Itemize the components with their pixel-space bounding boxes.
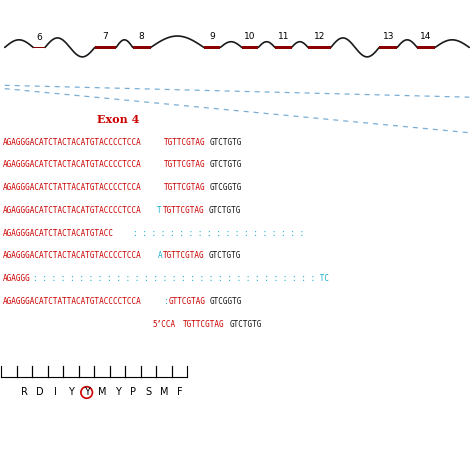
Text: : : : : : : : : : : : : : : : : : : :: : : : : : : : : : : : : : : : : : : : xyxy=(133,229,304,237)
Bar xyxy=(133,46,151,49)
Text: R: R xyxy=(21,387,28,398)
Text: D: D xyxy=(36,387,44,398)
Text: AGAGGGACATCTACTACATGTACC: AGAGGGACATCTACTACATGTACC xyxy=(2,229,113,237)
Text: Y: Y xyxy=(115,387,120,398)
Text: : : : : : : : : : : : : : : : : : : : : : : : : : : : : : : : TC: : : : : : : : : : : : : : : : : : : : : … xyxy=(33,274,329,283)
Text: 6: 6 xyxy=(36,33,42,42)
Bar xyxy=(242,46,258,49)
Text: GTCGGTG: GTCGGTG xyxy=(210,297,242,306)
Text: TGTTCGTAG: TGTTCGTAG xyxy=(164,161,205,169)
Text: 7: 7 xyxy=(102,32,109,41)
Bar xyxy=(308,46,331,49)
Text: AGAGGGACATCTATTACATGTACCCCTCCA: AGAGGGACATCTATTACATGTACCCCTCCA xyxy=(2,183,141,192)
Text: TGTTCGTAG: TGTTCGTAG xyxy=(183,320,225,328)
Text: AGAGGGACATCTACTACATGTACCCCTCCA: AGAGGGACATCTACTACATGTACCCCTCCA xyxy=(2,206,141,215)
Bar xyxy=(379,46,397,49)
Text: Y: Y xyxy=(68,387,74,398)
Text: 9: 9 xyxy=(209,32,215,41)
Text: 10: 10 xyxy=(244,32,256,41)
Text: GTCTGTG: GTCTGTG xyxy=(230,320,262,328)
Bar xyxy=(204,46,220,49)
Bar xyxy=(95,46,116,49)
Text: GTCTGTG: GTCTGTG xyxy=(209,206,241,215)
Text: 12: 12 xyxy=(314,32,325,41)
Text: 14: 14 xyxy=(420,32,432,41)
Text: T: T xyxy=(157,206,162,215)
Text: AGAGGGACATCTACTACATGTACCCCTCCA: AGAGGGACATCTACTACATGTACCCCTCCA xyxy=(2,161,141,169)
Text: GTCTGTG: GTCTGTG xyxy=(209,252,241,260)
Text: 8: 8 xyxy=(139,32,145,41)
Text: 11: 11 xyxy=(277,32,289,41)
Text: 5’CCA: 5’CCA xyxy=(152,320,175,328)
Text: M: M xyxy=(98,387,107,398)
Text: M: M xyxy=(160,387,168,398)
Bar xyxy=(417,46,435,49)
Text: I: I xyxy=(54,387,57,398)
Text: GTTCGTAG: GTTCGTAG xyxy=(169,297,206,306)
Text: S: S xyxy=(146,387,152,398)
Text: TGTTCGTAG: TGTTCGTAG xyxy=(163,206,204,215)
Text: AGAGGG: AGAGGG xyxy=(2,274,30,283)
Text: A: A xyxy=(157,252,162,260)
Bar xyxy=(33,46,45,48)
Text: TGTTCGTAG: TGTTCGTAG xyxy=(164,183,205,192)
Text: AGAGGGACATCTACTACATGTACCCCTCCA: AGAGGGACATCTACTACATGTACCCCTCCA xyxy=(2,252,141,260)
Text: F: F xyxy=(177,387,182,398)
Bar xyxy=(275,46,292,49)
Text: Exon 4: Exon 4 xyxy=(97,114,140,125)
Text: GTCGGTG: GTCGGTG xyxy=(210,183,242,192)
Text: Y: Y xyxy=(84,387,90,398)
Text: AGAGGGACATCTATTACATGTACCCCTCCA: AGAGGGACATCTATTACATGTACCCCTCCA xyxy=(2,297,141,306)
Text: AGAGGGACATCTACTACATGTACCCCTCCA: AGAGGGACATCTACTACATGTACCCCTCCA xyxy=(2,138,141,146)
Text: GTCTGTG: GTCTGTG xyxy=(210,138,242,146)
Text: GTCTGTG: GTCTGTG xyxy=(210,161,242,169)
Text: TGTTCGTAG: TGTTCGTAG xyxy=(164,138,205,146)
Text: TGTTCGTAG: TGTTCGTAG xyxy=(163,252,204,260)
Text: :: : xyxy=(164,297,168,306)
Text: 13: 13 xyxy=(383,32,394,41)
Text: P: P xyxy=(130,387,136,398)
